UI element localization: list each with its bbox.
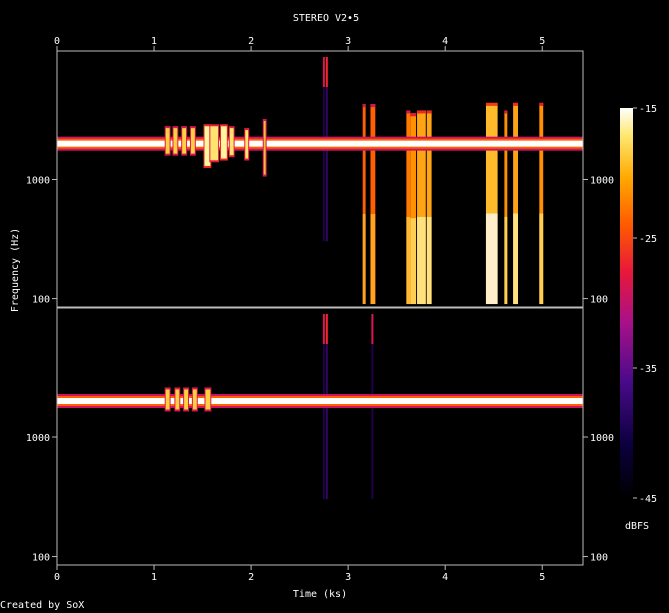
tone-burst-low: [485, 213, 498, 305]
tone-burst-low: [513, 213, 518, 305]
y-tick-label-left: 1000: [26, 433, 50, 444]
noise-burst: [175, 389, 180, 410]
y-tick-label-left: 100: [32, 553, 50, 564]
noise-burst: [204, 126, 211, 166]
click-artifact-top: [325, 314, 328, 344]
colorbar-label: dBFS: [625, 521, 649, 532]
y-tick-label-left: 1000: [26, 176, 50, 187]
x-tick-label-top: 3: [345, 36, 351, 47]
noise-burst: [184, 389, 189, 410]
click-artifact-top: [322, 57, 325, 87]
tone-burst-edge: [410, 113, 417, 117]
upper-channel-panel: [56, 50, 584, 308]
noise-burst: [205, 389, 211, 410]
x-tick-label-bottom: 3: [345, 572, 351, 583]
x-tick-label-bottom: 4: [442, 572, 448, 583]
y-axis-label: Frequency (Hz): [10, 228, 21, 312]
noise-burst: [229, 128, 234, 156]
click-artifact-top: [325, 57, 328, 87]
noise-burst: [192, 389, 197, 410]
x-tick-label-top: 1: [151, 36, 157, 47]
tone-burst-low: [417, 216, 426, 305]
tone-burst: [513, 102, 518, 305]
click-artifact-top: [371, 314, 374, 344]
tone-burst-low: [362, 214, 366, 305]
y-tick-label-right: 1000: [590, 176, 614, 187]
tone-burst-edge: [406, 110, 411, 114]
tone-burst-edge: [513, 102, 518, 106]
y-tick-label-right: 100: [590, 553, 608, 564]
tone-burst-edge: [485, 102, 498, 106]
tone-burst-low: [426, 216, 432, 305]
tone-burst-low: [370, 214, 376, 305]
tone-band-core: [57, 398, 583, 405]
noise-burst: [173, 128, 178, 154]
colorbar-tick-label: -15: [639, 104, 657, 115]
y-tick-label-left: 100: [32, 295, 50, 306]
noise-burst: [221, 126, 227, 159]
tone-band-core: [57, 140, 583, 147]
tone-burst-low: [539, 213, 544, 305]
tone-burst-low: [410, 218, 417, 305]
tone-burst-edge: [504, 110, 508, 114]
tone-burst-low: [504, 216, 508, 305]
noise-burst: [245, 130, 249, 159]
x-tick-label-top: 4: [442, 36, 448, 47]
tone-burst: [410, 113, 417, 305]
x-tick-label-top: 2: [248, 36, 254, 47]
tone-burst: [406, 110, 411, 305]
noise-burst: [182, 128, 187, 154]
x-tick-label-bottom: 5: [539, 572, 545, 583]
chart-title: STEREO V2•5: [293, 13, 359, 24]
tone-burst-edge: [362, 104, 366, 108]
x-axis-ticks: 0 0 1 1 2 2 3 3 4 4 5 5: [54, 36, 545, 583]
plot-frame: [56, 50, 584, 308]
colorbar-tick-label: -45: [639, 494, 657, 505]
tone-burst-edge: [417, 110, 426, 114]
x-tick-label-top: 5: [539, 36, 545, 47]
tone-burst: [504, 110, 508, 305]
tone-burst-low: [406, 216, 411, 305]
x-axis-label: Time (ks): [293, 589, 347, 600]
plot-frame: [56, 307, 584, 566]
footer-credit: Created by SoX: [0, 600, 84, 611]
colorbar-tick-label: -25: [639, 234, 657, 245]
y-tick-label-right: 1000: [590, 433, 614, 444]
tone-burst: [362, 104, 366, 305]
plot-area: [57, 308, 583, 565]
x-tick-label-bottom: 0: [54, 572, 60, 583]
noise-burst: [165, 128, 170, 154]
tone-burst: [426, 110, 432, 305]
colorbar: [620, 108, 633, 498]
tone-burst-edge: [426, 110, 432, 114]
y-tick-label-right: 100: [590, 295, 608, 306]
tone-burst: [370, 104, 376, 305]
x-tick-label-bottom: 1: [151, 572, 157, 583]
colorbar-ticks: -15 -25 -35 -45: [633, 104, 657, 505]
noise-burst: [190, 128, 195, 154]
noise-burst: [165, 389, 170, 410]
tone-burst-edge: [370, 104, 376, 108]
noise-burst: [263, 120, 266, 175]
plot-area: [57, 51, 583, 307]
lower-channel-panel: [56, 307, 584, 566]
tone-burst-edge: [539, 102, 544, 106]
y-axis-ticks: 1000 1000 100 100 1000 1000 100 100: [26, 176, 614, 564]
tone-burst: [485, 102, 498, 305]
tone-burst: [539, 102, 544, 305]
x-tick-label-top: 0: [54, 36, 60, 47]
colorbar-tick-label: -35: [639, 364, 657, 375]
x-tick-label-bottom: 2: [248, 572, 254, 583]
noise-burst: [210, 126, 219, 161]
tone-burst: [417, 110, 426, 305]
click-artifact-top: [322, 314, 325, 344]
